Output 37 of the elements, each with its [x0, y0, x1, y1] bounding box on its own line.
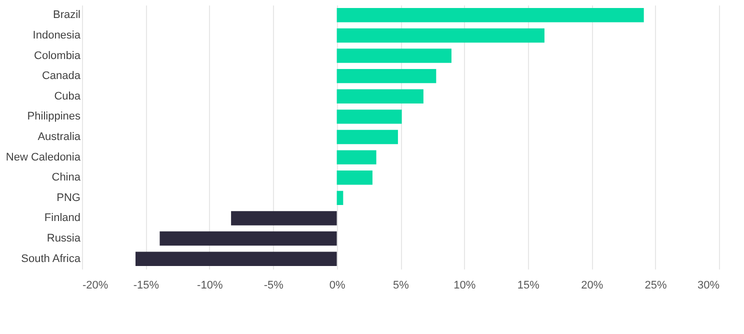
bar — [336, 190, 344, 206]
bar — [336, 170, 372, 185]
y-tick-label: Australia — [38, 131, 82, 143]
bar — [336, 48, 452, 63]
bar — [336, 89, 424, 104]
x-tick-label: 0% — [329, 280, 346, 292]
x-tick-label: 25% — [644, 280, 668, 292]
bar — [336, 28, 544, 43]
x-tick-label: 5% — [393, 280, 410, 292]
bar — [231, 211, 337, 226]
x-tick-label: 15% — [517, 280, 540, 292]
bar — [336, 68, 436, 84]
x-tick-label: -5% — [264, 280, 284, 292]
y-tick-label: Indonesia — [32, 29, 82, 42]
y-tick-label: South Africa — [21, 252, 82, 265]
y-tick-label: Brazil — [52, 9, 80, 22]
bar — [336, 8, 644, 22]
y-tick-label: Canada — [42, 70, 82, 82]
y-tick-label: New Caledonia — [6, 151, 82, 164]
x-tick-label: 20% — [581, 280, 604, 292]
y-tick-label: China — [52, 172, 82, 184]
x-tick-label: -15% — [133, 280, 160, 292]
y-tick-label: Philippines — [27, 110, 81, 123]
y-tick-label: PNG — [56, 192, 80, 204]
bar — [336, 150, 376, 164]
y-tick-label: Colombia — [34, 50, 82, 62]
bar — [160, 231, 337, 246]
bar — [336, 130, 398, 144]
bar — [336, 110, 402, 124]
bar — [136, 252, 337, 266]
y-tick-label: Russia — [46, 232, 82, 245]
x-tick-label: 30% — [697, 280, 720, 292]
x-tick-label: -20% — [82, 280, 108, 292]
y-tick-label: Finland — [44, 212, 80, 224]
x-tick-label: 10% — [454, 280, 476, 292]
y-tick-label: Cuba — [54, 90, 82, 102]
x-tick-label: -10% — [197, 280, 223, 292]
